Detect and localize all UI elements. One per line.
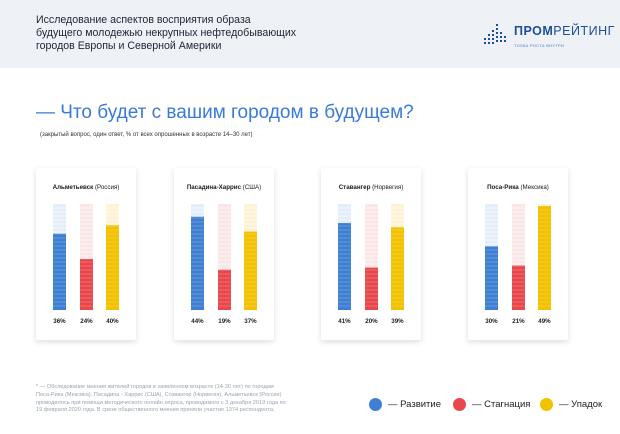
legend-label-decline: — Упадок xyxy=(559,399,603,410)
bar-stagnation xyxy=(512,265,525,310)
legend-dot-growth xyxy=(369,398,382,411)
question-note: (закрытый вопрос, один ответ, % от всех … xyxy=(40,132,253,138)
city-country: (Россия) xyxy=(93,184,120,191)
company-logo: ПРОМРЕЙТИНГ ТОЧКА РОСТА ВНУТРИ xyxy=(483,16,614,52)
value-label-stagnation: 20% xyxy=(365,318,378,325)
report-title-line: Исследование аспектов восприятия образа xyxy=(36,14,251,26)
legend-dot-decline xyxy=(540,398,553,411)
value-label-growth: 30% xyxy=(485,318,498,325)
legend-label-growth: — Развитие xyxy=(388,399,441,410)
bar-growth xyxy=(485,246,498,310)
logo-tagline: ТОЧКА РОСТА ВНУТРИ xyxy=(514,43,565,48)
city-name: Пасадина-Харрис xyxy=(186,184,242,191)
bar-growth xyxy=(191,216,204,310)
report-title: Исследование аспектов восприятия образа … xyxy=(36,14,336,54)
city-bar-chart: 44% 19% 37% xyxy=(191,204,257,325)
logo-bold-part: ПРОМ xyxy=(514,24,554,38)
question-heading: — Что будет с вашим городом в будущем? xyxy=(36,102,414,123)
footnote-line: * — Обследование мнения жителей городов … xyxy=(36,384,274,390)
city-name: Альметьевск xyxy=(52,184,94,191)
city-country: (Норвегия) xyxy=(370,184,404,191)
footnote-line: Поса-Рика (Мексика), Пасадина - Харрис (… xyxy=(36,391,282,398)
city-card: Поса-Рика (Мексика) 30% 21% 49% xyxy=(468,168,568,340)
legend-label-stagnation: — Стагнация xyxy=(472,399,531,410)
logo-wordmark: ПРОМРЕЙТИНГ xyxy=(514,24,615,38)
footnote-line: проводилось при помощи методического онл… xyxy=(36,399,286,406)
bar-decline xyxy=(538,206,551,310)
report-title-line: будущего молодежью некрупных нефтедобыва… xyxy=(36,27,297,40)
value-label-decline: 37% xyxy=(244,318,257,325)
city-country: (США) xyxy=(241,184,262,191)
legend-dot-stagnation xyxy=(453,398,466,411)
value-label-stagnation: 21% xyxy=(512,318,525,325)
bar-stagnation xyxy=(365,267,378,310)
city-bar-chart: 30% 21% 49% xyxy=(485,204,551,325)
bar-decline xyxy=(106,225,119,310)
city-card: Ставангер (Норвегия) 41% 20% 39% xyxy=(321,168,421,340)
value-label-stagnation: 19% xyxy=(218,318,231,325)
footnote-line: 19 февраля 2020 года. В срезе общественн… xyxy=(36,407,275,414)
value-label-decline: 39% xyxy=(391,318,404,325)
logo-bars-icon xyxy=(484,24,506,44)
bar-growth xyxy=(53,233,66,310)
city-title: Ставангер (Норвегия) xyxy=(321,184,421,191)
city-card: Пасадина-Харрис (США) 44% 19% 37% xyxy=(174,168,274,340)
footnote: * — Обследование мнения жителей городов … xyxy=(36,384,336,415)
value-label-growth: 36% xyxy=(53,318,66,325)
value-label-decline: 40% xyxy=(106,318,119,325)
value-label-growth: 41% xyxy=(338,318,351,325)
city-title: Пасадина-Харрис (США) xyxy=(174,184,274,191)
city-name: Ставангер xyxy=(338,184,371,191)
bar-stagnation xyxy=(80,259,93,310)
value-label-stagnation: 24% xyxy=(80,318,93,325)
bar-decline xyxy=(244,231,257,310)
city-country: (Мексика) xyxy=(518,184,549,191)
value-label-decline: 49% xyxy=(538,318,551,325)
city-title: Поса-Рика (Мексика) xyxy=(468,184,568,191)
city-bar-chart: 41% 20% 39% xyxy=(338,204,404,325)
bar-decline xyxy=(391,227,404,310)
city-card: Альметьевск (Россия) 36% 24% 40% xyxy=(36,168,136,340)
report-title-line: городов Европы и Северной Америки xyxy=(36,40,222,53)
value-label-growth: 44% xyxy=(191,318,204,325)
city-title: Альметьевск (Россия) xyxy=(36,184,136,191)
bar-growth xyxy=(338,223,351,310)
logo-light-part: РЕЙТИНГ xyxy=(553,24,615,38)
bar-stagnation xyxy=(218,269,231,310)
city-bar-chart: 36% 24% 40% xyxy=(53,204,119,325)
city-name: Поса-Рика xyxy=(487,184,519,191)
header-bar: Исследование аспектов восприятия образа … xyxy=(0,0,620,68)
